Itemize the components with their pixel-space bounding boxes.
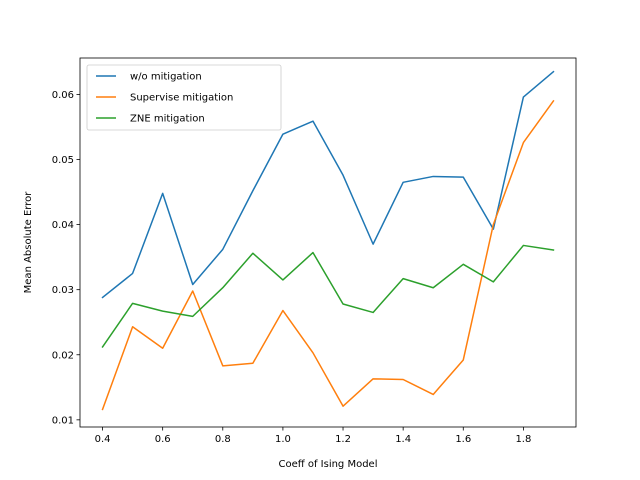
- y-axis-label: Mean Absolute Error: [23, 191, 34, 294]
- series-line-1: [101, 99, 555, 411]
- x-axis: 0.4 0.6 0.8 1.0 1.2 1.4 1.6 1.8: [95, 427, 531, 445]
- x-tick-label: 0.6: [155, 434, 171, 445]
- series-line-2: [101, 244, 555, 348]
- y-tick-label: 0.04: [52, 220, 74, 231]
- x-tick-label: 1.0: [275, 434, 291, 445]
- y-tick-label: 0.03: [52, 285, 74, 296]
- legend-box: [86, 64, 282, 131]
- y-tick-label: 0.06: [52, 90, 74, 101]
- y-tick-label: 0.05: [52, 155, 74, 166]
- x-axis-label: Coeff of Ising Model: [279, 459, 378, 470]
- x-tick-label: 1.6: [455, 434, 471, 445]
- y-tick-label: 0.01: [52, 415, 74, 426]
- legend-label-2: ZNE mitigation: [130, 114, 205, 125]
- plot-frame: [79, 57, 577, 428]
- legend-label-1: Supervise mitigation: [130, 93, 233, 104]
- x-tick-label: 1.8: [515, 434, 531, 445]
- x-tick-label: 0.8: [215, 434, 231, 445]
- x-tick-label: 1.4: [395, 434, 411, 445]
- series-line-0: [101, 70, 555, 299]
- legend-label-0: w/o mitigation: [130, 72, 202, 83]
- x-tick-label: 0.4: [95, 434, 111, 445]
- x-tick-label: 1.2: [335, 434, 351, 445]
- y-tick-label: 0.02: [52, 350, 74, 361]
- legend: w/o mitigation Supervise mitigation ZNE mi…: [86, 64, 282, 131]
- y-axis: 0.01 0.02 0.03 0.04 0.05 0.06: [52, 90, 80, 426]
- plot-lines: [101, 70, 555, 411]
